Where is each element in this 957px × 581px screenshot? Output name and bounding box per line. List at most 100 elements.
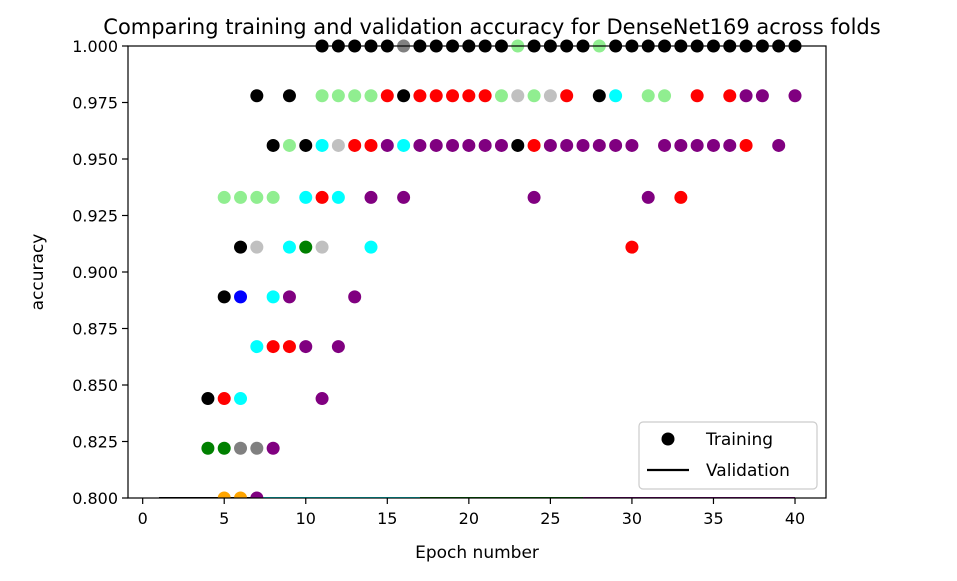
training-point-0-0 [201,392,215,406]
legend-label: Validation [706,461,790,481]
y-tick-label: 0.900 [72,263,118,282]
y-tick-label: 0.825 [72,433,118,452]
legend-box [638,421,818,490]
training-point-9-0 [217,491,231,498]
x-tick-label: 30 [622,509,642,528]
training-point-8-23 [641,190,655,204]
training-point-6-3 [282,240,296,254]
x-axis: 0 5 10 15 20 25 30 35 40 [138,498,805,528]
training-point-6-2 [266,290,280,304]
training-point-1-1 [250,441,264,455]
legend-training-marker [661,432,675,446]
x-tick-label: 15 [377,509,397,528]
x-tick-label: 25 [540,509,560,528]
training-point-8-12 [446,138,460,152]
training-point-7-2 [282,340,296,354]
training-point-8-2 [282,290,296,304]
training-point-6-4 [299,190,313,204]
training-point-7-8 [429,89,443,103]
training-point-6-9 [609,89,623,103]
training-point-0-12 [397,89,411,103]
training-point-8-20 [592,138,606,152]
training-point-8-9 [397,190,411,204]
training-point-4-0 [201,441,215,455]
x-tick-label: 5 [219,509,229,528]
training-point-4-2 [299,240,313,254]
training-point-7-4 [348,138,362,152]
training-point-8-16 [527,190,541,204]
training-point-8-30 [755,89,769,103]
training-point-8-3 [299,340,313,354]
y-tick-label: 1.000 [72,37,118,56]
training-point-0-1 [217,290,231,304]
training-point-7-1 [266,340,280,354]
y-tick-label: 0.975 [72,94,118,113]
training-point-1-0 [234,441,248,455]
training-point-6-6 [331,190,345,204]
legend-label: Training [705,430,773,450]
training-point-8-8 [380,138,394,152]
y-tick-label: 0.875 [72,320,118,339]
training-point-7-3 [315,190,329,204]
training-point-6-0 [234,392,248,406]
training-point-3-0 [217,190,231,204]
training-point-2-3 [511,89,525,103]
training-point-3-3 [266,190,280,204]
training-point-8-6 [348,290,362,304]
training-point-3-7 [348,89,362,103]
training-point-0-2 [234,240,248,254]
training-point-7-13 [560,89,574,103]
training-point-3-14 [658,89,672,103]
training-point-0-24 [592,89,606,103]
training-point-8-10 [413,138,427,152]
training-point-7-16 [690,89,704,103]
training-point-8-26 [690,138,704,152]
training-point-0-5 [282,89,296,103]
training-point-8-1 [266,441,280,455]
legend: Training Validation [638,421,818,490]
training-point-3-11 [527,89,541,103]
training-point-8-14 [478,138,492,152]
x-axis-label: Epoch number [415,543,539,563]
training-point-8-17 [543,138,557,152]
training-point-8-22 [625,138,639,152]
training-point-8-5 [331,340,345,354]
training-point-3-1 [234,190,248,204]
training-point-3-2 [250,190,264,204]
training-point-8-27 [706,138,720,152]
training-point-7-5 [364,138,378,152]
training-point-7-17 [723,89,737,103]
y-axis-label: accuracy [28,234,48,311]
training-point-3-5 [315,89,329,103]
chart-title: Comparing training and validation accura… [103,15,880,39]
x-tick-label: 20 [459,509,479,528]
training-point-8-25 [674,138,688,152]
training-point-8-24 [658,138,672,152]
y-tick-label: 0.800 [72,489,118,508]
training-point-6-8 [397,138,411,152]
training-point-6-7 [364,240,378,254]
training-point-3-13 [641,89,655,103]
plot-area [158,39,802,498]
training-point-2-2 [331,138,345,152]
training-point-8-29 [739,89,753,103]
y-tick-label: 0.950 [72,150,118,169]
training-point-8-11 [429,138,443,152]
training-point-7-15 [674,190,688,204]
training-point-8-13 [462,138,476,152]
training-point-8-4 [315,392,329,406]
training-point-8-31 [772,138,786,152]
y-tick-label: 0.850 [72,376,118,395]
training-point-7-18 [739,138,753,152]
training-point-8-15 [494,138,508,152]
training-point-5-0 [234,290,248,304]
training-point-8-7 [364,190,378,204]
training-point-3-8 [364,89,378,103]
training-point-8-0 [250,491,264,498]
training-point-0-19 [511,138,525,152]
training-point-6-5 [315,138,329,152]
training-point-7-14 [625,240,639,254]
training-point-8-28 [723,138,737,152]
training-point-7-10 [462,89,476,103]
